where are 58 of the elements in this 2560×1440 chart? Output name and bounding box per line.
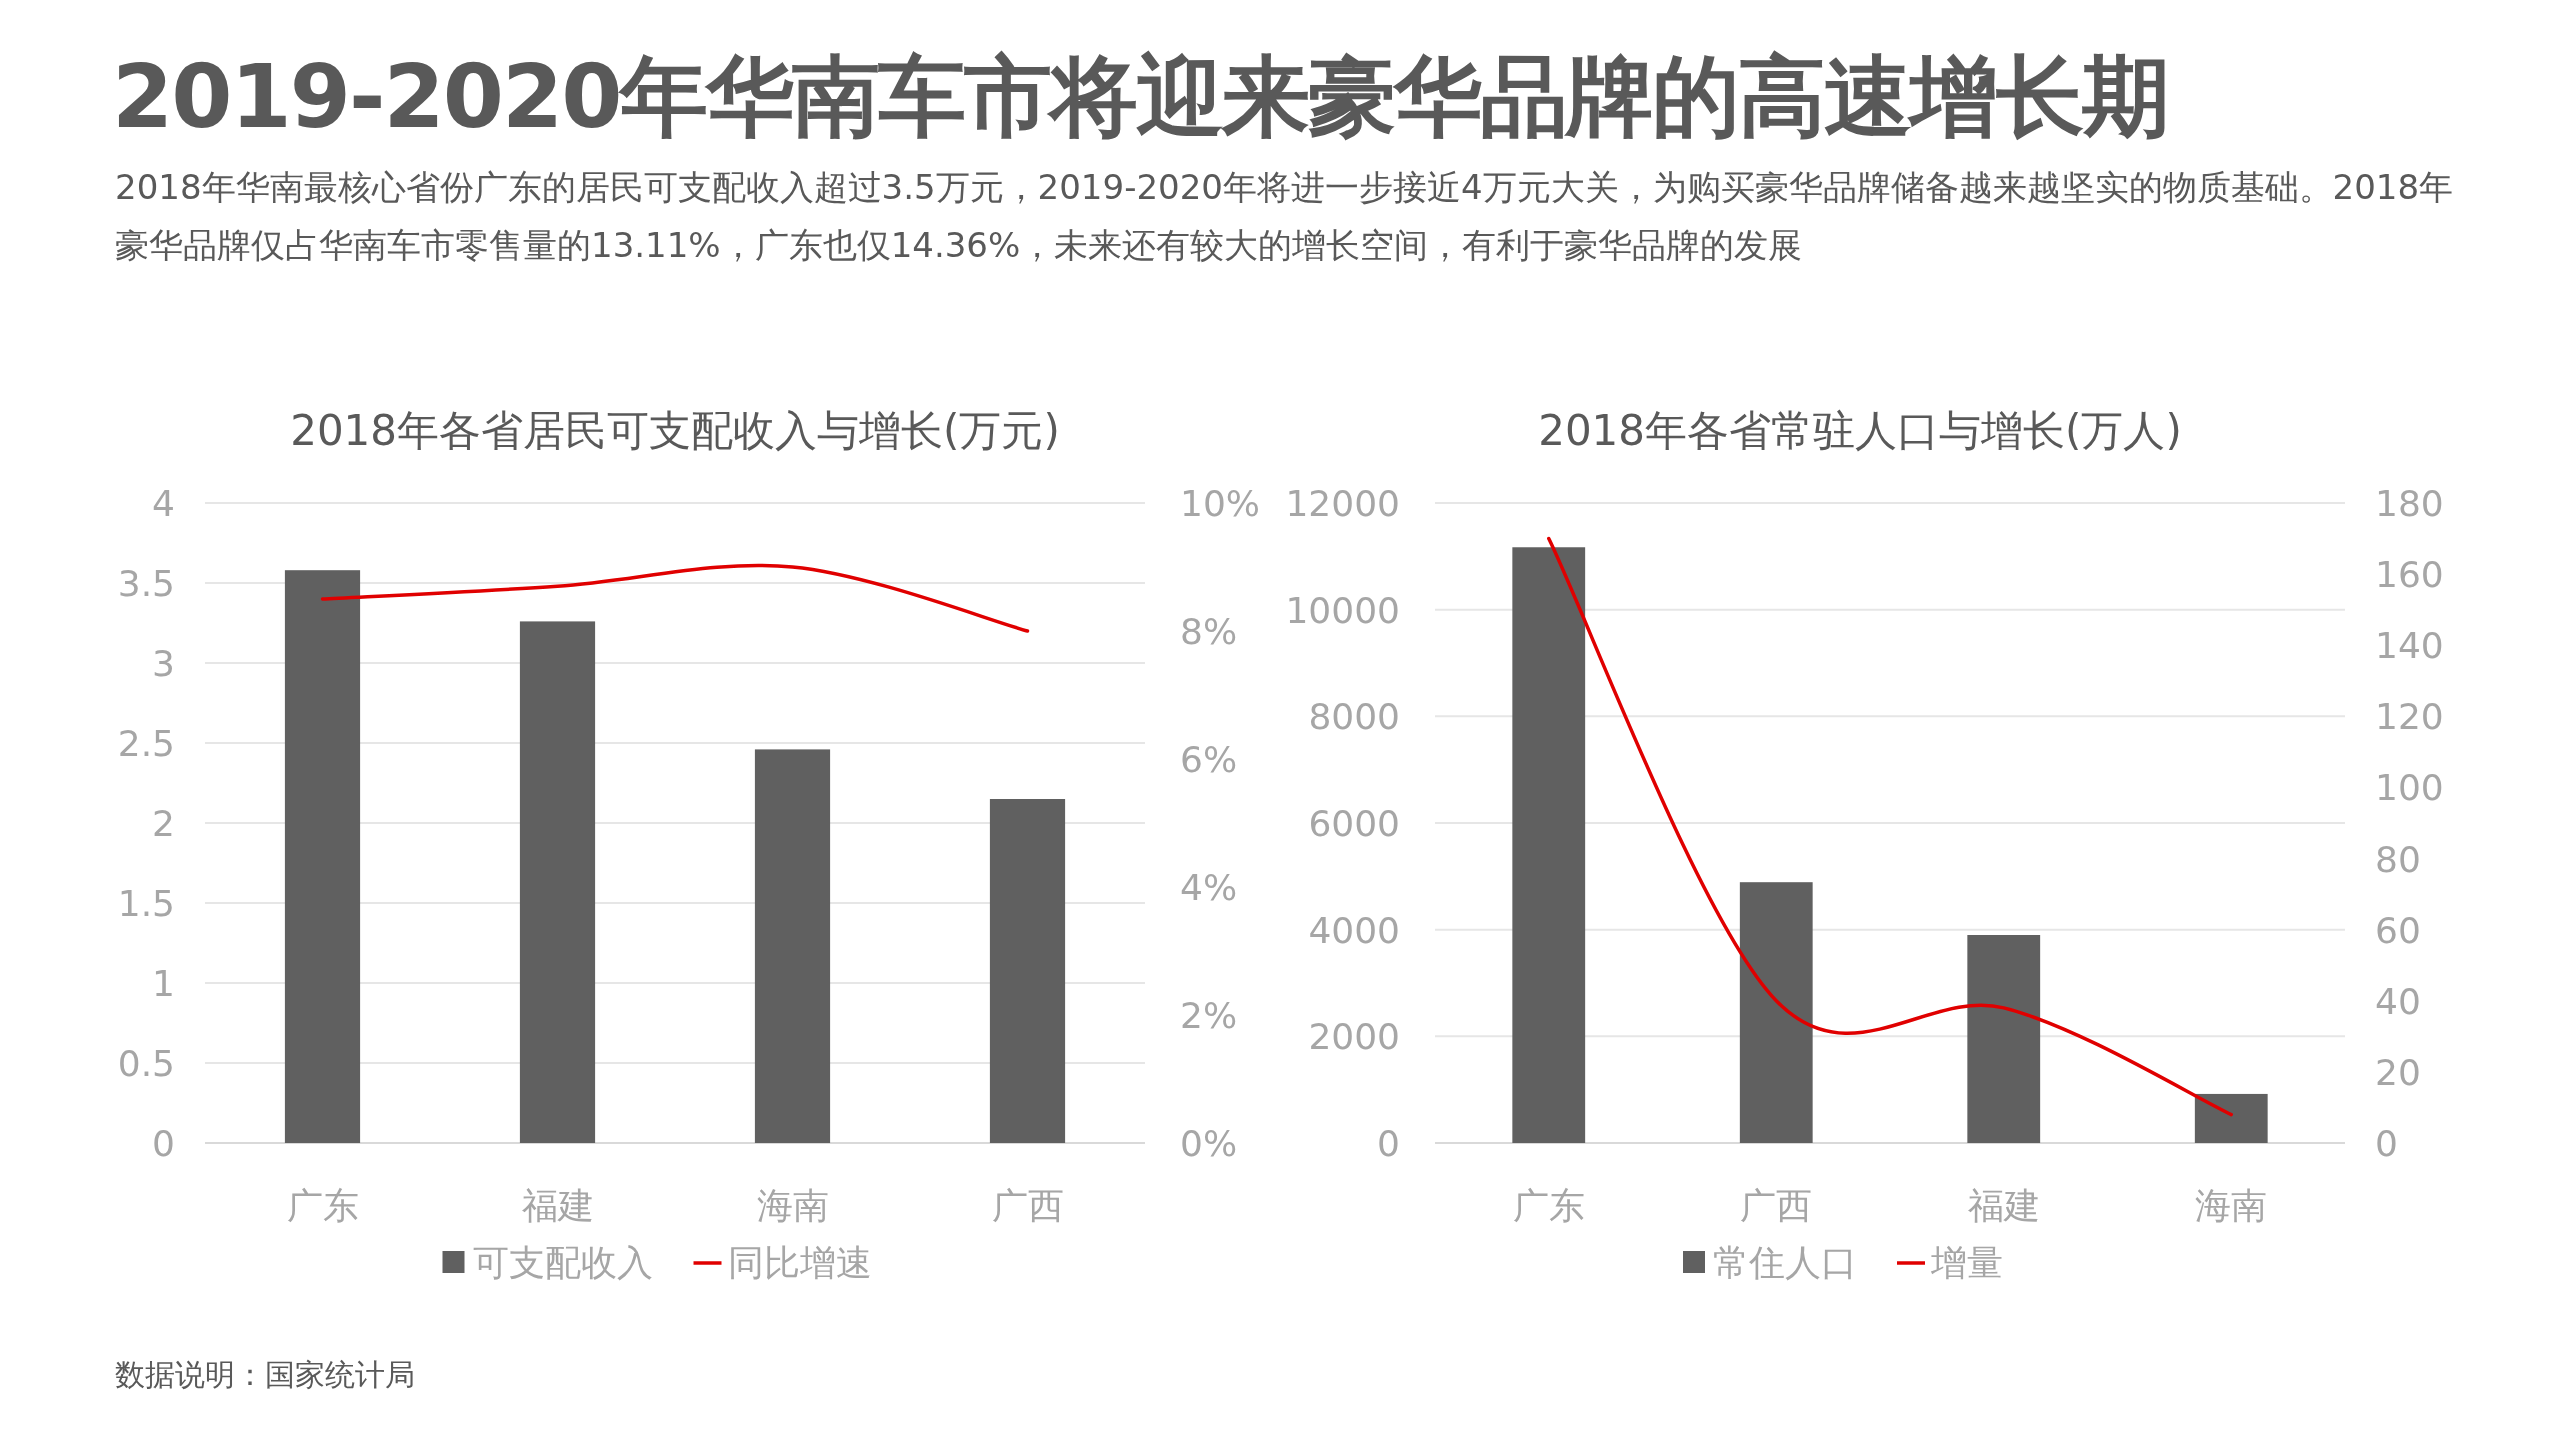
- y2-tick-label: 160: [2375, 554, 2444, 596]
- text: 2019-2020年华南车市将迎来豪华品牌的高速增长期: [112, 44, 2169, 150]
- chart-title: 2018年各省居民可支配收入与增长(万元): [290, 406, 1060, 455]
- y2-tick-label: 120: [2375, 696, 2444, 738]
- y2-tick-label: 0%: [1180, 1123, 1238, 1164]
- x-tick-label: 福建: [1967, 1185, 2040, 1226]
- y-tick-label: 12000: [1285, 483, 1400, 524]
- y-tick-label: 1.5: [117, 883, 175, 924]
- chart-title: 2018年各省常驻人口与增长(万人): [1538, 406, 2182, 455]
- y-tick-label: 0: [1377, 1123, 1400, 1164]
- y2-tick-label: 40: [2375, 980, 2421, 1022]
- y-tick-label: 10000: [1285, 589, 1400, 631]
- legend-label: 可支配收入: [472, 1242, 653, 1283]
- bar: [989, 799, 1066, 1143]
- y2-tick-label: 4%: [1180, 867, 1238, 908]
- y2-tick-label: 8%: [1180, 611, 1238, 652]
- legend-label: 增量: [1930, 1242, 2003, 1283]
- line-series: [1547, 536, 2233, 1117]
- y-tick-label: 0: [152, 1123, 175, 1164]
- bar: [2194, 1093, 2268, 1143]
- x-tick-label: 广西: [1740, 1185, 1813, 1226]
- bar: [519, 621, 596, 1143]
- y2-tick-label: 20: [2375, 1051, 2421, 1093]
- y2-tick-label: 6%: [1180, 739, 1238, 780]
- y-tick-label: 2000: [1308, 1016, 1400, 1058]
- bar: [754, 749, 831, 1143]
- y-tick-label: 8000: [1308, 696, 1400, 738]
- x-tick-label: 广东: [286, 1185, 359, 1226]
- x-tick-label: 福建: [521, 1185, 594, 1226]
- text: 数据说明：国家统计局: [115, 1356, 415, 1394]
- y-tick-label: 2: [152, 803, 175, 844]
- bar: [1739, 882, 1813, 1143]
- x-tick-label: 海南: [756, 1185, 829, 1226]
- text: 2018年华南最核心省份广东的居民可支配收入超过3.5万元，2019-2020年将进一步接近4万元大关，为购买豪华品牌储备越来越坚实的物质基础。2018年豪华品牌仅占华南车市零售量的13.11%，广东也仅14.36%，未来还有较大的增长空间，有利于豪华品牌的发展: [115, 166, 2455, 267]
- y2-tick-label: 80: [2375, 838, 2421, 880]
- y-tick-label: 2.5: [117, 723, 175, 764]
- bar: [1512, 547, 1586, 1143]
- y2-tick-label: 0: [2375, 1123, 2398, 1164]
- y-tick-label: 6000: [1308, 803, 1400, 844]
- y-tick-label: 3: [152, 643, 175, 684]
- y-tick-label: 4: [152, 483, 175, 524]
- legend-label: 常住人口: [1713, 1242, 1857, 1283]
- bar: [1967, 935, 2041, 1143]
- x-tick-label: 海南: [2195, 1185, 2268, 1226]
- y-tick-label: 3.5: [117, 563, 175, 604]
- y2-tick-label: 60: [2375, 909, 2421, 951]
- y-tick-label: 4000: [1308, 909, 1400, 951]
- y2-tick-label: 2%: [1180, 995, 1238, 1036]
- x-tick-label: 广东: [1512, 1185, 1585, 1226]
- y-tick-label: 1: [152, 963, 175, 1004]
- x-tick-label: 广西: [991, 1185, 1064, 1226]
- y2-tick-label: 140: [2375, 625, 2444, 667]
- legend-label: 同比增速: [727, 1242, 872, 1283]
- y2-tick-label: 100: [2375, 767, 2444, 809]
- y2-tick-label: 180: [2375, 483, 2444, 524]
- bar: [284, 570, 361, 1143]
- y-tick-label: 0.5: [117, 1043, 175, 1084]
- y2-tick-label: 10%: [1180, 483, 1261, 524]
